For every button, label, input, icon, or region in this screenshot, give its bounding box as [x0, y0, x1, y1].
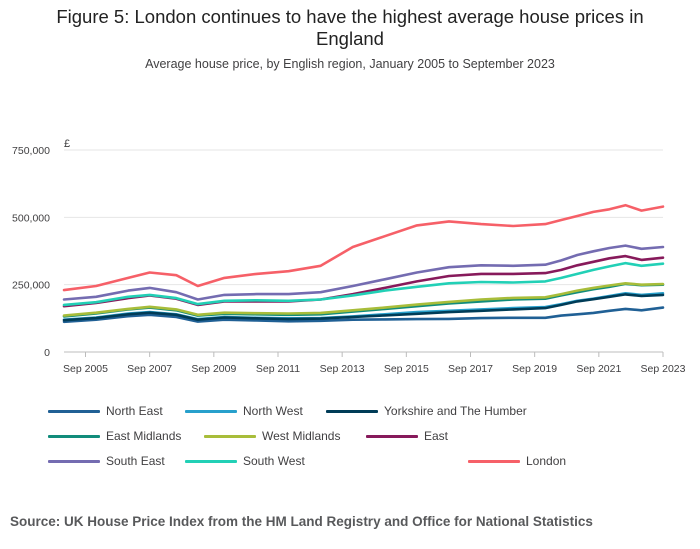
legend-label: North West: [243, 404, 303, 418]
legend-swatch: [326, 409, 378, 413]
y-tick-label: 0: [44, 347, 50, 359]
legend-label: London: [526, 454, 567, 468]
legend-item: South East: [48, 454, 165, 468]
line-chart: 0 250,000 500,000 750,000 £ Sep 2005 Sep 2007 S…: [12, 138, 686, 375]
x-tick-label: Sep 2005: [63, 363, 108, 375]
legend-swatch: [185, 459, 237, 463]
series-line-south-east: [62, 244, 665, 301]
y-tick-label: 750,000: [12, 145, 50, 157]
x-tick-label: Sep 2017: [448, 363, 493, 375]
legend-label: South East: [106, 454, 165, 468]
y-unit-label: £: [64, 138, 70, 150]
legend-item: South West: [185, 454, 305, 468]
y-tick-label: 500,000: [12, 212, 50, 224]
x-tick-label: Sep 2015: [384, 363, 429, 375]
x-tick-label: Sep 2007: [127, 363, 172, 375]
series-line-yorkshire-and-the-humber: [62, 293, 665, 322]
legend-label: East: [424, 429, 449, 443]
legend-swatch: [48, 434, 100, 438]
legend-item: London: [468, 454, 566, 468]
legend-item: North West: [185, 404, 303, 418]
legend-swatch: [48, 409, 100, 413]
series-line-south-west: [62, 261, 665, 307]
x-tick-label: Sep 2013: [320, 363, 365, 375]
legend-label: West Midlands: [262, 429, 341, 443]
chart-subtitle: Average house price, by English region, …: [145, 57, 555, 71]
x-tick-label: Sep 2023: [641, 363, 686, 375]
chart-title: Figure 5: London continues to have the h…: [56, 6, 644, 49]
legend-item: East Midlands: [48, 429, 181, 443]
legend-swatch: [185, 409, 237, 413]
legend-swatch: [204, 434, 256, 438]
legend-label: South West: [243, 454, 305, 468]
series-line-london: [62, 203, 665, 292]
legend-swatch: [468, 459, 520, 463]
series-line-north-east: [62, 306, 665, 324]
series-line-west-midlands: [62, 281, 665, 317]
legend-label: Yorkshire and The Humber: [384, 404, 527, 418]
legend-swatch: [366, 434, 418, 438]
legend-label: North East: [106, 404, 163, 418]
legend-label: East Midlands: [106, 429, 182, 443]
x-tick-label: Sep 2011: [256, 363, 300, 375]
legend-swatch: [48, 459, 100, 463]
legend-item: North East: [48, 404, 163, 418]
x-tick-label: Sep 2009: [191, 363, 236, 375]
series-line-east: [62, 254, 665, 308]
legend-item: Yorkshire and The Humber: [326, 404, 527, 418]
legend-item: West Midlands: [204, 429, 340, 443]
legend-item: East: [366, 429, 448, 443]
x-tick-label: Sep 2019: [512, 363, 557, 375]
x-tick-label: Sep 2021: [576, 363, 621, 375]
y-tick-label: 250,000: [12, 280, 50, 292]
source-note: Source: UK House Price Index from the HM…: [10, 514, 593, 529]
